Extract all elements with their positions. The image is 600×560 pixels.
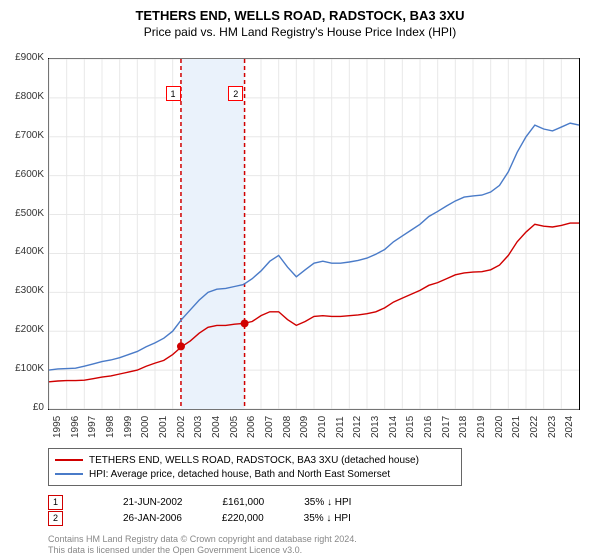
y-axis-label: £900K	[4, 52, 44, 63]
x-axis-label: 1995	[52, 416, 63, 438]
y-axis-label: £300K	[4, 285, 44, 296]
txn-date: 21-JUN-2002	[123, 497, 182, 508]
event-label-box: 1	[166, 86, 181, 101]
x-axis-label: 2000	[140, 416, 151, 438]
x-axis-label: 2020	[494, 416, 505, 438]
table-row: 1 21-JUN-2002 £161,000 35% ↓ HPI	[48, 494, 351, 510]
chart-subtitle: Price paid vs. HM Land Registry's House …	[0, 23, 600, 47]
y-axis-label: £500K	[4, 208, 44, 219]
x-axis-label: 2019	[476, 416, 487, 438]
y-axis-label: £200K	[4, 324, 44, 335]
chart-plot-area	[48, 58, 580, 410]
x-axis-label: 1999	[123, 416, 134, 438]
chart-svg	[49, 59, 579, 409]
legend-row-hpi: HPI: Average price, detached house, Bath…	[55, 467, 455, 481]
event-label-box: 2	[228, 86, 243, 101]
y-axis-label: £700K	[4, 130, 44, 141]
footer-line1: Contains HM Land Registry data © Crown c…	[48, 534, 357, 545]
event-marker-1: 1	[48, 495, 63, 510]
x-axis-label: 1998	[105, 416, 116, 438]
x-axis-label: 2014	[388, 416, 399, 438]
x-axis-label: 1997	[87, 416, 98, 438]
x-axis-label: 2013	[370, 416, 381, 438]
x-axis-label: 2021	[511, 416, 522, 438]
y-axis-label: £100K	[4, 363, 44, 374]
x-axis-label: 2023	[547, 416, 558, 438]
legend-row-property: TETHERS END, WELLS ROAD, RADSTOCK, BA3 3…	[55, 453, 455, 467]
legend-swatch-property	[55, 459, 83, 461]
txn-delta: 35% ↓ HPI	[304, 497, 351, 508]
legend-label-property: TETHERS END, WELLS ROAD, RADSTOCK, BA3 3…	[89, 455, 419, 466]
x-axis-label: 2006	[246, 416, 257, 438]
x-axis-label: 2004	[211, 416, 222, 438]
x-axis-label: 2018	[458, 416, 469, 438]
footer: Contains HM Land Registry data © Crown c…	[48, 534, 357, 556]
y-axis-label: £0	[4, 402, 44, 413]
x-axis-label: 2011	[335, 416, 346, 438]
x-axis-label: 1996	[70, 416, 81, 438]
txn-price: £220,000	[222, 513, 264, 524]
legend-swatch-hpi	[55, 473, 83, 475]
legend-label-hpi: HPI: Average price, detached house, Bath…	[89, 469, 390, 480]
table-row: 2 26-JAN-2006 £220,000 35% ↓ HPI	[48, 510, 351, 526]
y-axis-label: £400K	[4, 246, 44, 257]
x-axis-label: 2009	[299, 416, 310, 438]
txn-price: £161,000	[222, 497, 264, 508]
x-axis-label: 2015	[405, 416, 416, 438]
x-axis-label: 2017	[441, 416, 452, 438]
x-axis-label: 2016	[423, 416, 434, 438]
chart-title: TETHERS END, WELLS ROAD, RADSTOCK, BA3 3…	[0, 0, 600, 23]
x-axis-label: 2022	[529, 416, 540, 438]
x-axis-label: 2001	[158, 416, 169, 438]
y-axis-label: £800K	[4, 91, 44, 102]
x-axis-label: 2002	[176, 416, 187, 438]
x-axis-label: 2010	[317, 416, 328, 438]
event-marker-2: 2	[48, 511, 63, 526]
x-axis-label: 2012	[352, 416, 363, 438]
footer-line2: This data is licensed under the Open Gov…	[48, 545, 357, 556]
legend: TETHERS END, WELLS ROAD, RADSTOCK, BA3 3…	[48, 448, 462, 486]
x-axis-label: 2003	[193, 416, 204, 438]
txn-date: 26-JAN-2006	[123, 513, 182, 524]
txn-delta: 35% ↓ HPI	[304, 513, 351, 524]
x-axis-label: 2024	[564, 416, 575, 438]
x-axis-label: 2007	[264, 416, 275, 438]
x-axis-label: 2005	[229, 416, 240, 438]
x-axis-label: 2008	[282, 416, 293, 438]
transactions-table: 1 21-JUN-2002 £161,000 35% ↓ HPI 2 26-JA…	[48, 494, 351, 526]
y-axis-label: £600K	[4, 169, 44, 180]
